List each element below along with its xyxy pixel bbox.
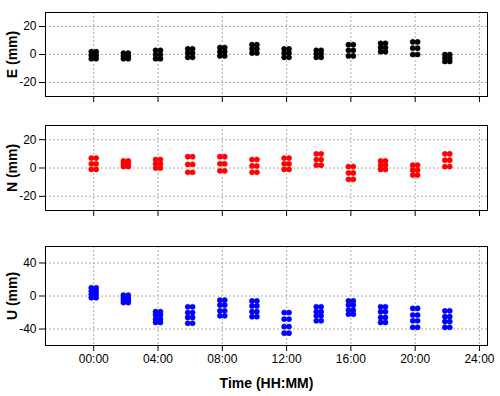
svg-text:Time (HH:MM): Time (HH:MM) [220,375,314,391]
svg-text:U (mm): U (mm) [4,272,20,320]
svg-text:0: 0 [30,161,37,175]
svg-text:E (mm): E (mm) [4,31,20,78]
svg-text:08:00: 08:00 [207,352,237,366]
svg-text:12:00: 12:00 [272,352,302,366]
svg-text:16:00: 16:00 [336,352,366,366]
svg-text:-20: -20 [19,189,37,203]
svg-text:20:00: 20:00 [400,352,430,366]
svg-text:0: 0 [30,289,37,303]
svg-text:20: 20 [23,133,37,147]
svg-text:00:00: 00:00 [79,352,109,366]
svg-text:04:00: 04:00 [143,352,173,366]
svg-text:0: 0 [30,47,37,61]
svg-text:-40: -40 [19,322,37,336]
svg-text:-20: -20 [19,75,37,89]
svg-text:20: 20 [23,19,37,33]
svg-text:40: 40 [23,256,37,270]
svg-text:N (mm): N (mm) [4,144,20,192]
svg-text:24:00: 24:00 [464,352,494,366]
